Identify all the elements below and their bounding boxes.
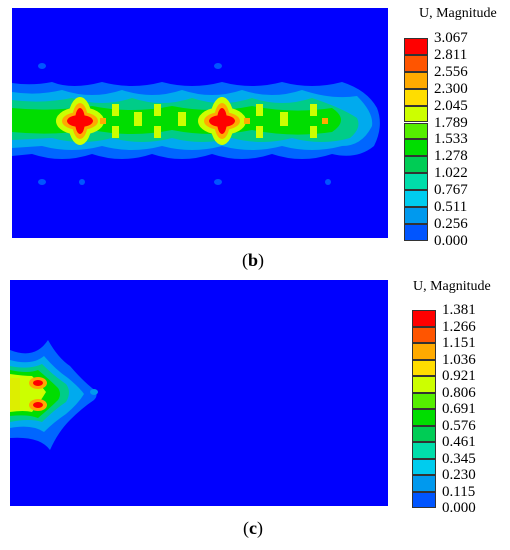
legend-swatch-panel_b-10 [404, 207, 428, 224]
legend-b: U, Magnitude 3.067 2.811 2.556 2.300 2.045 1.… [401, 6, 506, 248]
contour-plot-b [12, 8, 388, 238]
caption-c: (c) [243, 518, 263, 538]
legend-tick-panel_b-6: 1.533 [434, 131, 468, 148]
legend-tick-panel_c-9: 0.345 [442, 450, 476, 467]
legend-title-b: U, Magnitude [419, 6, 497, 21]
legend-tick-panel_b-11: 0.256 [434, 215, 468, 232]
legend-swatch-panel_c-3 [412, 359, 436, 376]
hotspot-c [10, 377, 47, 411]
legend-swatch-panel_c-4 [412, 376, 436, 393]
legend-tick-panel_b-7: 1.278 [434, 148, 468, 165]
legend-swatch-panel_b-11 [404, 223, 428, 241]
legend-tick-panel_b-12: 0.000 [434, 232, 468, 249]
contour-field-b [12, 63, 380, 185]
legend-swatch-panel_b-7 [404, 156, 428, 174]
legend-swatch-panel_b-4 [404, 105, 428, 123]
legend-tick-panel_c-7: 0.576 [442, 417, 476, 434]
hotspot-left [56, 97, 104, 145]
legend-tick-panel_b-0: 3.067 [434, 30, 468, 46]
contour-field-c [10, 340, 98, 450]
legend-swatch-panel_c-7 [412, 425, 436, 442]
legend-swatch-panel_b-0 [404, 38, 428, 55]
legend-tick-panel_c-4: 0.921 [442, 368, 476, 384]
legend-tick-panel_b-2: 2.556 [434, 63, 468, 80]
legend-swatch-panel_c-10 [412, 475, 436, 492]
hotspot-right [198, 97, 246, 145]
legend-swatch-panel_b-5 [404, 122, 428, 140]
legend-swatch-panel_b-1 [404, 54, 428, 72]
legend-tick-panel_b-8: 1.022 [434, 165, 468, 182]
legend-swatch-panel_b-9 [404, 190, 428, 207]
legend-tick-panel_c-8: 0.461 [442, 434, 476, 450]
legend-swatch-panel_c-11 [412, 491, 436, 508]
legend-swatch-panel_c-2 [412, 343, 436, 360]
legend-tick-panel_b-10: 0.511 [434, 199, 468, 215]
legend-tick-panel_c-0: 1.381 [442, 302, 476, 318]
legend-scale-b: 3.067 2.811 2.556 2.300 2.045 1.789 1.533 1.278… [404, 31, 504, 248]
legend-swatch-panel_c-1 [412, 326, 436, 343]
legend-tick-panel_c-3: 1.036 [442, 351, 476, 368]
legend-swatch-panel_c-9 [412, 458, 436, 475]
legend-tick-panel_b-4: 2.045 [434, 97, 468, 114]
legend-tick-panel_b-1: 2.811 [434, 46, 468, 63]
legend-tick-panel_b-3: 2.300 [434, 80, 468, 97]
legend-swatch-panel_b-3 [404, 88, 428, 106]
legend-tick-panel_c-2: 1.151 [442, 335, 476, 351]
legend-swatch-panel_b-2 [404, 71, 428, 89]
legend-c: U, Magnitude 1.381 1.266 1.151 1.036 0.921 0.… [405, 279, 507, 516]
caption-b: (b) [242, 250, 265, 270]
legend-tick-panel_c-11: 0.115 [442, 483, 476, 500]
legend-title-c: U, Magnitude [413, 279, 491, 294]
contour-plot-c [10, 280, 388, 506]
legend-scale-c: 1.381 1.266 1.151 1.036 0.921 0.806 0.691 0.576… [412, 303, 507, 516]
legend-swatch-panel_b-8 [404, 173, 428, 191]
legend-tick-panel_c-12: 0.000 [442, 500, 476, 516]
legend-tick-panel_c-1: 1.266 [442, 318, 476, 335]
legend-tick-panel_b-5: 1.789 [434, 114, 468, 131]
legend-tick-panel_c-6: 0.691 [442, 401, 476, 417]
legend-swatch-panel_c-6 [412, 409, 436, 426]
legend-swatch-panel_c-5 [412, 392, 436, 409]
legend-swatch-panel_c-8 [412, 442, 436, 459]
legend-swatch-panel_b-6 [404, 139, 428, 157]
legend-tick-panel_b-9: 0.767 [434, 182, 468, 199]
legend-swatch-panel_c-0 [412, 310, 436, 327]
legend-tick-panel_c-10: 0.230 [442, 467, 476, 483]
legend-tick-panel_c-5: 0.806 [442, 384, 476, 401]
